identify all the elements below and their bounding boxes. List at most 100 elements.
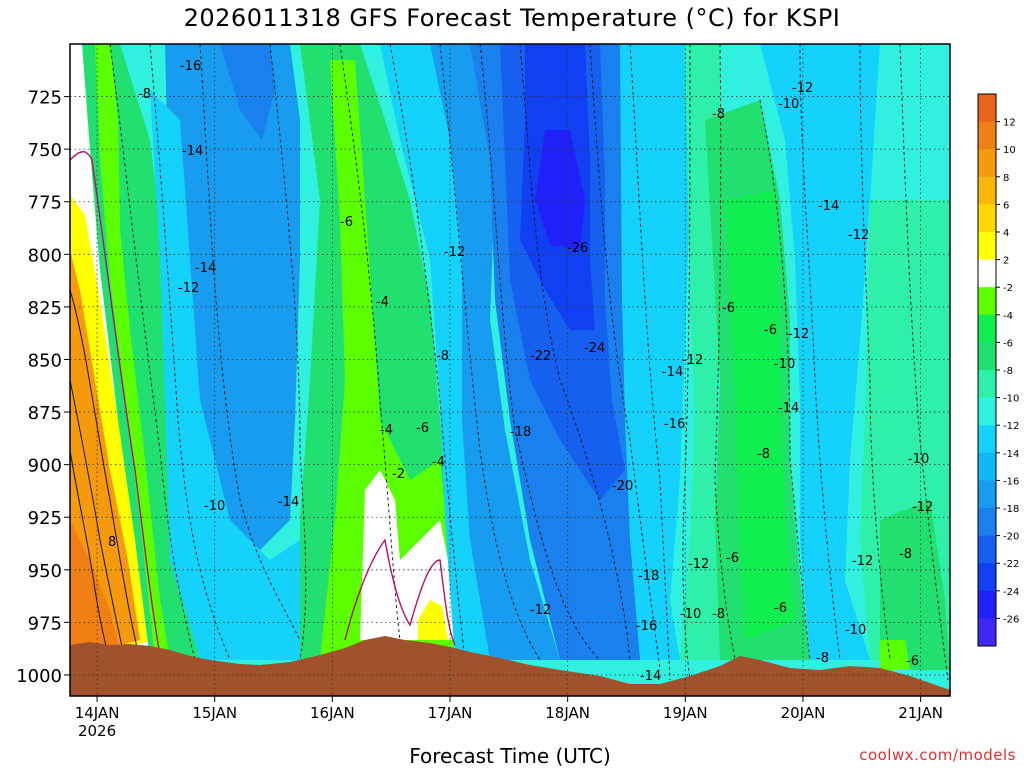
colorbar-swatch [978,259,996,288]
credit-link[interactable]: coolwx.com/models [859,746,1016,764]
contour-label: -14 [195,261,216,276]
band-deepblue-15jan [220,44,275,140]
contour-label: -12 [688,557,709,572]
band-lime-21jan [880,640,910,670]
contour-label: -6 [340,215,353,230]
colorbar-label: -24 [1003,587,1019,598]
contour-label: -20 [612,479,633,494]
band-yellow-16jan [418,600,448,640]
y-tick-label: 725 [28,88,62,109]
colorbar-label: 6 [1003,200,1009,211]
x-tick-label: 16JAN [310,704,355,722]
contour-label: -6 [764,323,777,338]
contour-label: -4 [380,423,393,438]
colorbar-swatch [978,480,996,509]
contour-label: -18 [638,569,659,584]
colorbar-swatch [978,314,996,343]
colorbar-label: -2 [1003,283,1013,294]
colorbar-swatch [978,287,996,316]
colorbar-label: 12 [1003,118,1016,129]
y-tick-label: 875 [28,403,62,424]
colorbar-label: -12 [1003,421,1019,432]
y-tick-label: 750 [28,140,62,161]
y-tick-label: 925 [28,508,62,529]
colorbar: 12 10 8 6 4 2 -2 -4 -6 -8 -10 -12 -14 -16 -18 -20 -22 -24… [977,93,1019,647]
contour-label: -12 [444,245,465,260]
contour-label: -8 [712,607,725,622]
x-tick-label: 15JAN [192,704,237,722]
colorbar-label: -6 [1003,338,1013,349]
contour-label: -14 [640,669,661,684]
contour-lines [109,44,949,681]
contour-label: -8 [712,107,725,122]
colorbar-swatch [978,342,996,371]
y-tick-label: 900 [28,456,62,477]
contour-label: -4 [432,455,445,470]
band-lightblue-20jan [760,44,880,660]
band-green-21jan [880,500,950,670]
temperature-field [70,44,950,696]
contour-label: -6 [416,421,429,436]
colorbar-label: -14 [1003,449,1019,460]
colorbar-swatch [978,370,996,399]
colorbar-swatch [978,94,996,123]
contour-label: -14 [818,199,839,214]
contour-label: -2 [392,467,405,482]
plot-frame [69,43,951,697]
contour-label: -12 [852,554,873,569]
x-tick-label: 20JAN [781,704,826,722]
contour-label: -12 [530,603,551,618]
colorbar-swatch [978,425,996,454]
contour-label: -10 [204,499,225,514]
colorbar-label: 4 [1003,228,1009,239]
contour-label: -10 [908,452,929,467]
contour-label: -14 [182,144,203,159]
y-tick-label: 825 [28,298,62,319]
contour-label: -8 [757,447,770,462]
colorbar-label: -16 [1003,476,1019,487]
chart-title: 2026011318 GFS Forecast Temperature (°C)… [183,4,841,32]
contour-label: -8 [816,651,829,666]
contour-label: -6 [726,551,739,566]
contour-label: -24 [584,341,605,356]
contour-labels: -16-8-14-14-12-10 -14-4-6-12-8-6-4-2-4-26… [108,59,933,684]
colorbar-swatch [978,535,996,564]
band-lime-16jan [320,60,460,660]
contour-lines-positive [70,289,141,661]
band-blue5-18jan [535,130,585,250]
contour-label: -10 [774,357,795,372]
colorbar-label: -18 [1003,504,1019,515]
contour-label: -12 [792,81,813,96]
band-blue-17jan [430,44,560,660]
y-tick-label: 800 [28,245,62,266]
contour-label: -10 [778,97,799,112]
colorbar-swatch [978,232,996,261]
colorbar-swatch [978,121,996,150]
contour-label: -6 [722,301,735,316]
contour-label: -12 [848,228,869,243]
grid-lines [70,44,950,696]
colorbar-swatch [978,397,996,426]
x-tick-label: 18JAN [545,704,590,722]
contour-label: -6 [906,654,919,669]
x-axis-label: Forecast Time (UTC) [409,744,611,768]
colorbar-swatch [978,618,996,647]
y-tick-label: 1000 [16,666,62,687]
contour-label: 8 [108,535,116,550]
zero-isotherm [70,151,456,656]
colorbar-label: -10 [1003,394,1019,405]
colorbar-swatch [978,508,996,537]
band-white-16jan [360,470,455,640]
colorbar-label: -8 [1003,366,1013,377]
contour-label: -4 [376,295,389,310]
contour-label: -18 [510,425,531,440]
x-tick-label: 21JAN [898,704,943,722]
contour-label: -22 [530,349,551,364]
contour-label: -16 [636,619,657,634]
contour-label: -6 [774,601,787,616]
contour-label: -12 [682,353,703,368]
band-lightblue-19jan [620,44,690,660]
contour-label: -8 [436,349,449,364]
x-tick-label: 14JAN [75,704,120,722]
